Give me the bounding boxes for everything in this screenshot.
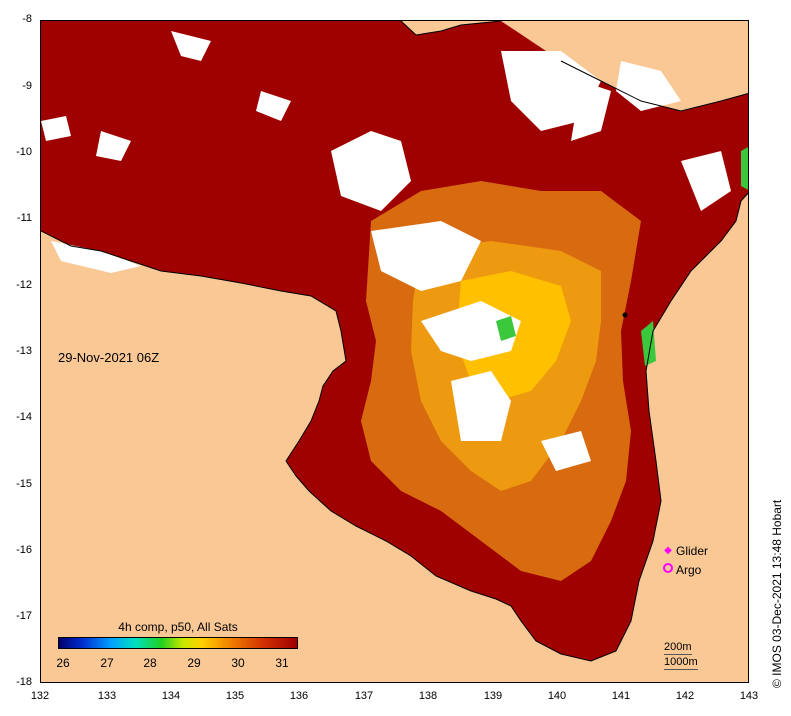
y-tick-label: -16 (16, 544, 32, 556)
glider-icon: ◆ (664, 545, 672, 556)
x-tick-label: 137 (354, 690, 374, 702)
x-tick-label: 142 (675, 690, 695, 702)
argo-icon (660, 563, 676, 576)
colorbar-tick: 26 (56, 656, 70, 670)
warm-spots (496, 147, 748, 366)
credit-text: © IMOS 03-Dec-2021 13:48 Hobart (770, 499, 784, 688)
y-tick-label: -11 (16, 212, 32, 224)
depth-label-200: 200m (664, 641, 692, 655)
colorbar-tick: 28 (143, 656, 157, 670)
colorbar-tick: 27 (100, 656, 114, 670)
sst-map (41, 21, 748, 682)
x-tick-label: 134 (161, 690, 181, 702)
y-tick-label: -10 (16, 146, 32, 158)
x-tick-label: 139 (483, 690, 503, 702)
y-tick-label: -18 (16, 676, 32, 688)
y-tick-label: -17 (16, 610, 32, 622)
x-tick-label: 133 (97, 690, 117, 702)
platform-legend: ◆ Glider Argo (660, 541, 708, 579)
map-frame (40, 20, 749, 683)
x-tick-label: 141 (611, 690, 631, 702)
y-tick-label: -9 (22, 80, 32, 92)
x-tick-label: 143 (739, 690, 759, 702)
colorbar-title: 4h comp, p50, All Sats (118, 620, 238, 634)
y-tick-label: -8 (22, 13, 32, 25)
x-tick-label: 138 (418, 690, 438, 702)
y-tick-label: -14 (16, 411, 32, 423)
x-tick-label: 140 (547, 690, 567, 702)
depth-contour-legend: 200m 1000m (664, 640, 698, 670)
colorbar-tick: 31 (275, 656, 289, 670)
legend-label-argo: Argo (676, 562, 702, 577)
cloud-mask (41, 31, 731, 471)
glider-marker (622, 312, 628, 318)
coastline (41, 192, 748, 662)
x-tick-label: 135 (225, 690, 245, 702)
x-tick-label: 132 (30, 690, 50, 702)
legend-item-glider: ◆ Glider (660, 541, 708, 560)
legend-item-argo: Argo (660, 560, 708, 579)
y-tick-label: -15 (16, 478, 32, 490)
legend-label-glider: Glider (676, 543, 709, 558)
north-coastline (400, 21, 748, 112)
depth-label-1000: 1000m (664, 656, 698, 670)
y-tick-label: -13 (16, 345, 32, 357)
y-tick-label: -12 (16, 279, 32, 291)
x-tick-label: 136 (289, 690, 309, 702)
date-label: 29-Nov-2021 06Z (58, 350, 160, 365)
colorbar-tick: 30 (231, 656, 245, 670)
colorbar-tick: 29 (187, 656, 201, 670)
colorbar (58, 637, 298, 649)
